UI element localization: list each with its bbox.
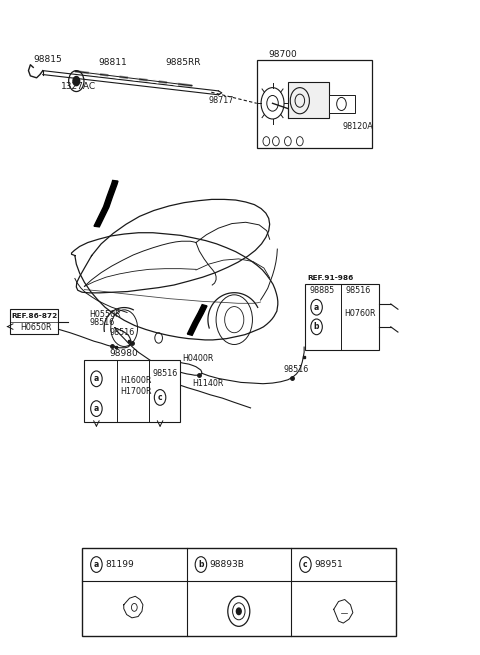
Text: H0650R: H0650R xyxy=(20,322,51,331)
Bar xyxy=(257,60,372,148)
Text: 98516: 98516 xyxy=(283,365,308,375)
Text: H1600R: H1600R xyxy=(120,375,152,384)
Bar xyxy=(84,360,180,422)
Text: b: b xyxy=(314,322,319,331)
Text: 9885RR: 9885RR xyxy=(166,58,201,67)
Polygon shape xyxy=(94,180,118,227)
Text: b: b xyxy=(198,560,204,569)
Text: 98700: 98700 xyxy=(269,50,298,59)
Bar xyxy=(328,95,355,113)
Text: 98717: 98717 xyxy=(209,96,234,105)
Polygon shape xyxy=(187,305,207,335)
Text: 98516: 98516 xyxy=(110,328,135,337)
Text: 98516: 98516 xyxy=(89,318,115,327)
Text: H0400R: H0400R xyxy=(182,354,214,363)
Text: 98815: 98815 xyxy=(33,55,62,64)
Text: a: a xyxy=(94,404,99,413)
Text: a: a xyxy=(94,374,99,383)
Circle shape xyxy=(73,77,80,86)
Text: c: c xyxy=(303,560,308,569)
Text: H1700R: H1700R xyxy=(120,386,152,396)
Text: c: c xyxy=(158,393,162,402)
Bar xyxy=(82,548,396,636)
Text: 98811: 98811 xyxy=(99,58,128,67)
Text: 98885: 98885 xyxy=(310,286,335,295)
Text: a: a xyxy=(94,560,99,569)
Text: a: a xyxy=(314,303,319,312)
Text: 98516: 98516 xyxy=(153,369,178,379)
Text: 1327AC: 1327AC xyxy=(60,82,96,91)
Text: H1140R: H1140R xyxy=(192,379,224,388)
Text: REF.86-872: REF.86-872 xyxy=(12,313,58,319)
Text: REF.91-986: REF.91-986 xyxy=(307,275,353,281)
Text: 81199: 81199 xyxy=(105,560,134,569)
Bar xyxy=(10,309,58,334)
Text: 98516: 98516 xyxy=(345,286,371,295)
Bar xyxy=(305,284,379,350)
Text: 98951: 98951 xyxy=(314,560,343,569)
Text: H0550R: H0550R xyxy=(89,310,121,319)
Text: 98980: 98980 xyxy=(110,349,139,358)
Text: H0760R: H0760R xyxy=(344,309,375,318)
Bar xyxy=(288,83,328,119)
Circle shape xyxy=(237,608,241,614)
Text: 98120A: 98120A xyxy=(343,122,373,131)
Text: 98893B: 98893B xyxy=(210,560,244,569)
